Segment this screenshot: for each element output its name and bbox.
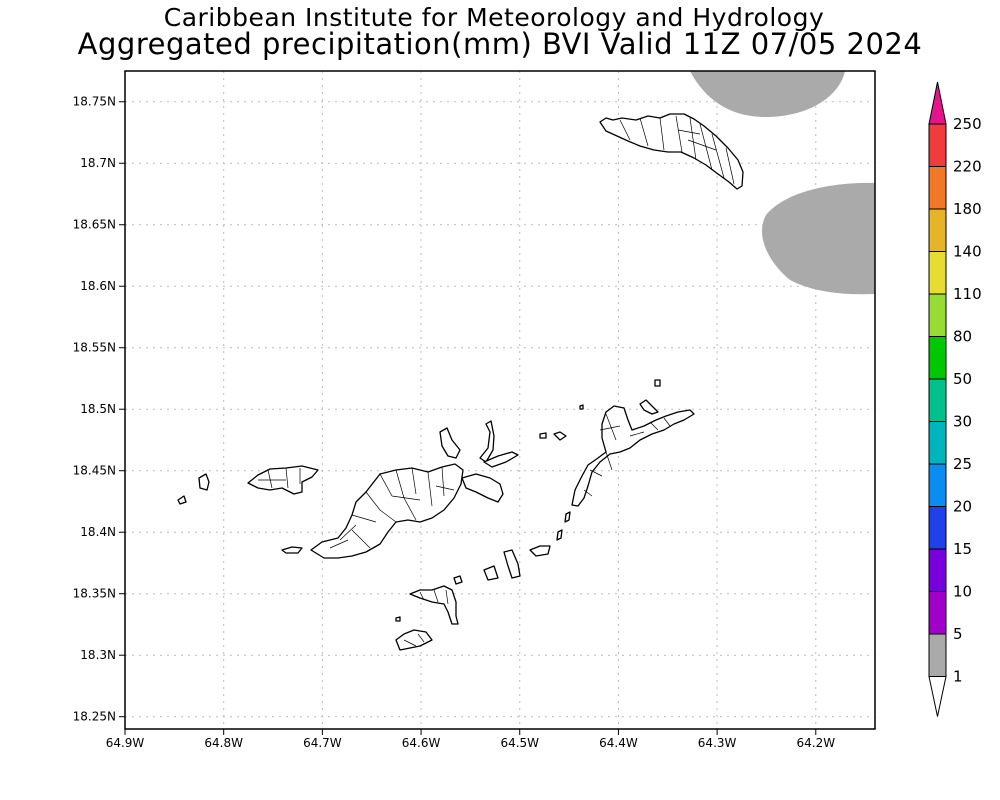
lon-tick-label: 64.6W: [402, 736, 441, 750]
island-salt-west: [483, 565, 499, 581]
island-virgin-gorda: [571, 405, 695, 507]
island-fallen-jerusalem: [556, 529, 563, 541]
island-norman-small: [453, 575, 463, 585]
colorbar-label: 20: [953, 498, 972, 516]
lat-tick-label: 18.3N: [80, 648, 116, 662]
longitude-axis: 64.9W 64.8W 64.7W 64.6W 64.5W 64.4W 64.3W 64.2W: [106, 729, 835, 750]
colorbar-segment: [928, 378, 947, 422]
lat-tick-label: 18.6N: [80, 279, 116, 293]
island-norman: [395, 629, 433, 651]
island-small-ne: [579, 404, 584, 410]
colorbar-label: 10: [953, 583, 972, 601]
colorbar-lower-extension: [928, 676, 947, 717]
lat-tick-label: 18.5N: [80, 402, 116, 416]
colorbar-segment: [928, 251, 947, 295]
chart-title-line2: Aggregated precipitation(mm) BVI Valid 1…: [77, 27, 923, 61]
lon-tick-label: 64.8W: [204, 736, 243, 750]
island-ginger: [553, 431, 567, 441]
colorbar-segment: [928, 463, 947, 507]
colorbar-segment: [928, 123, 947, 167]
colorbar-label: 140: [953, 243, 982, 261]
colorbar-label: 5: [953, 625, 963, 643]
colorbar-segment: [928, 421, 947, 465]
island-scrub: [483, 451, 519, 468]
island-tortola: [310, 463, 464, 559]
island-little-jost: [198, 473, 210, 491]
island-eustatia: [639, 399, 659, 415]
internal-boundaries: [258, 115, 735, 647]
colorbar-segment: [928, 208, 947, 252]
latitude-axis: 18.75N 18.7N 18.65N 18.6N 18.55N 18.5N 18.45N 1…: [73, 95, 125, 724]
map-frame: [124, 70, 876, 730]
precip-area-northeast: [690, 71, 845, 118]
colorbar-segment: [928, 166, 947, 210]
lat-tick-label: 18.25N: [73, 710, 116, 724]
island-peter: [409, 585, 459, 625]
lon-tick-label: 64.5W: [500, 736, 539, 750]
lon-tick-label: 64.7W: [303, 736, 342, 750]
island-cooper: [529, 545, 551, 557]
colorbar-label: 30: [953, 413, 972, 431]
lat-tick-label: 18.4N: [80, 525, 116, 539]
lon-tick-label: 64.3W: [698, 736, 737, 750]
colorbar-label: 250: [953, 115, 982, 133]
colorbar-label: 25: [953, 455, 972, 473]
colorbar-label: 1: [953, 668, 963, 686]
island-necker: [654, 379, 661, 387]
colorbar-label: 180: [953, 200, 982, 218]
colorbar-segment: [928, 548, 947, 592]
island-dead-chest: [395, 616, 401, 622]
island-beef: [461, 473, 504, 503]
colorbar-segment: [928, 336, 947, 380]
island-virgin-gorda-south: [564, 511, 571, 523]
colorbar-segment: [928, 293, 947, 337]
lat-tick-label: 18.35N: [73, 587, 116, 601]
island-west-islet: [177, 495, 187, 505]
lat-tick-label: 18.55N: [73, 341, 116, 355]
island-anegada: [599, 113, 744, 190]
island-salt-south: [503, 549, 521, 579]
colorbar-segment: [928, 591, 947, 635]
lon-tick-label: 64.9W: [106, 736, 145, 750]
colorbar-label: 110: [953, 285, 982, 303]
colorbar-label: 80: [953, 328, 972, 346]
island-salt: [539, 432, 547, 439]
lat-tick-label: 18.65N: [73, 218, 116, 232]
chart-title-line1: Caribbean Institute for Meteorology and …: [163, 3, 825, 32]
colorbar-segment: [928, 506, 947, 550]
map-gridlines: [124, 71, 875, 729]
lat-tick-label: 18.45N: [73, 464, 116, 478]
island-guana: [439, 427, 461, 459]
colorbar-label: 220: [953, 158, 982, 176]
lon-tick-label: 64.2W: [796, 736, 835, 750]
lat-tick-label: 18.75N: [73, 95, 116, 109]
island-great-camanoe: [479, 420, 495, 463]
colorbar-label: 50: [953, 370, 972, 388]
lon-tick-label: 64.4W: [599, 736, 638, 750]
colorbar-upper-extension: [928, 81, 947, 125]
island-little-thatch: [281, 546, 303, 554]
precip-area-east: [762, 182, 875, 295]
colorbar-label: 15: [953, 540, 972, 558]
lat-tick-label: 18.7N: [80, 156, 116, 170]
colorbar-segment: [928, 633, 947, 677]
